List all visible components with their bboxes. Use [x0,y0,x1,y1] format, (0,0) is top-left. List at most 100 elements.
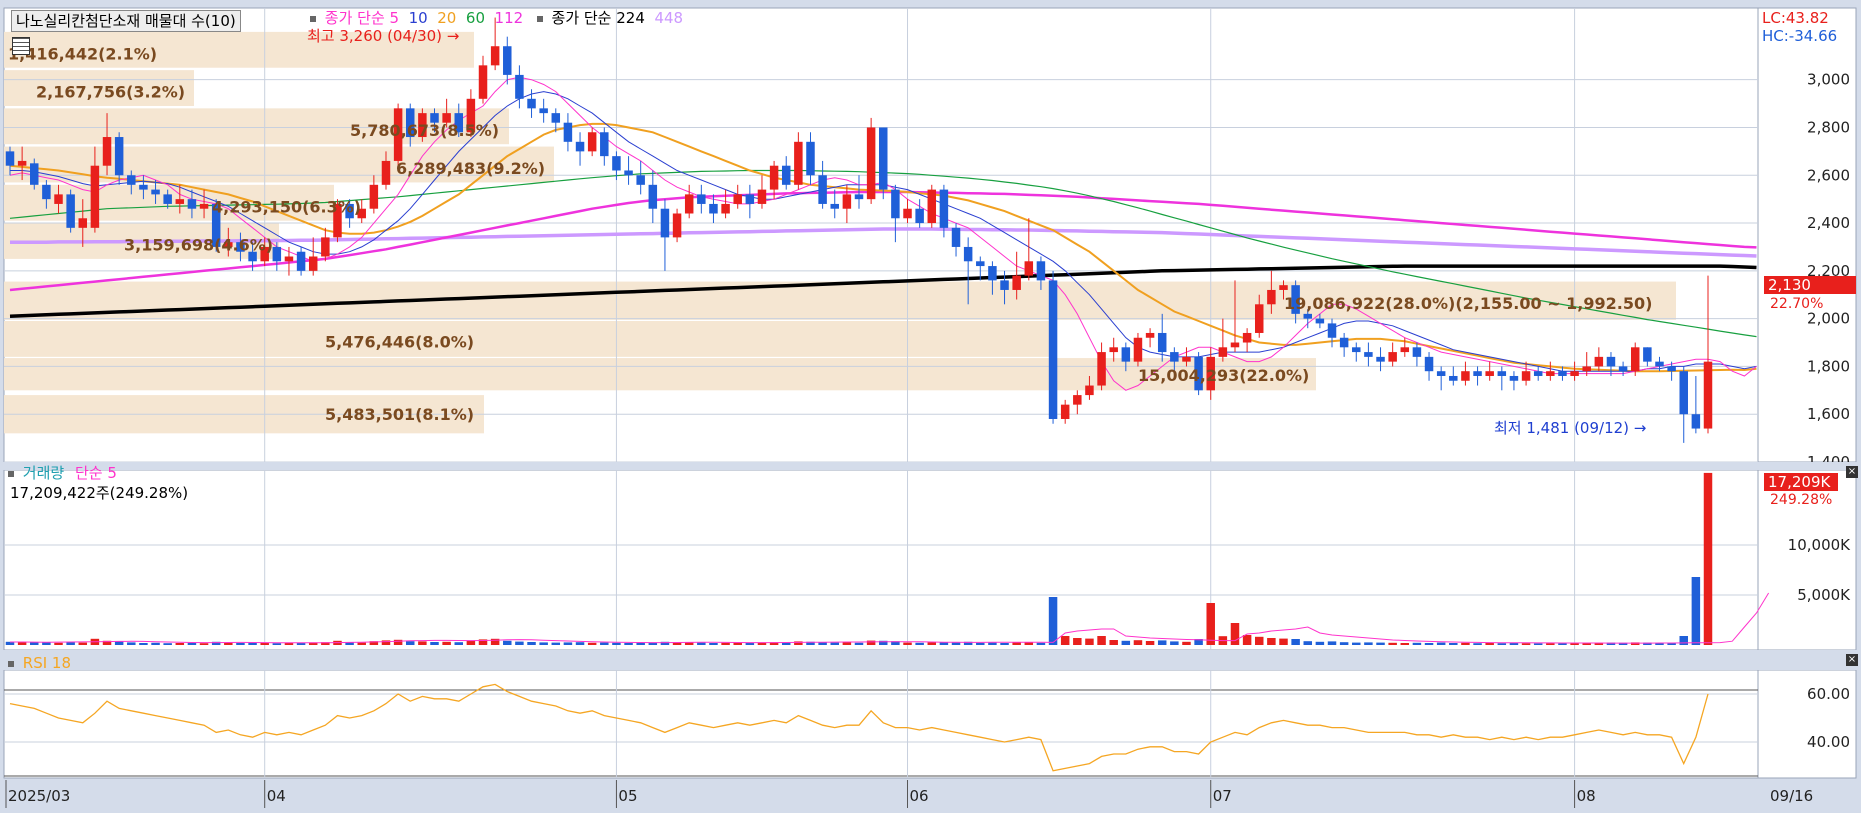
candle-body [1364,352,1373,357]
volume-bar [442,641,451,645]
volume-bar [1582,643,1591,645]
volume-bar [30,642,39,645]
volume-bar [903,642,912,645]
candle-body [1376,356,1385,362]
volume-bar [1364,642,1373,645]
candle-body [1533,371,1543,376]
ma-legend[interactable]: 종가 단순 5 10 20 60 112 종가 단순 224 448 [310,11,683,26]
chart-title-box[interactable]: 나노실리칸첨단소재 매물대 수(10) [11,10,241,32]
volume-bar [1073,638,1082,645]
price-tick-label: 2,200 [1807,262,1850,280]
candle-body [381,160,391,185]
candle-body [490,46,500,66]
volume-tick-label: 10,000K [1788,536,1851,554]
volume-bar [357,642,366,645]
volume-bar [939,642,949,645]
candle-body [369,184,379,209]
volume-bar [1097,636,1106,645]
grid-toggle-icon[interactable] [12,37,30,55]
volume-bar [1412,642,1422,645]
volume-bar [1376,642,1385,645]
candle-body [1133,337,1143,362]
candle-body [405,108,415,138]
volume-bar [515,641,524,645]
volume-bar [769,642,779,645]
high-label: 최고 3,260 (04/30) [307,27,443,45]
volume-bar [733,642,742,645]
volume-bar [308,642,318,645]
candle-body [587,132,597,152]
panel-separator [0,462,1861,470]
volume-bar [418,641,427,645]
volume-band-label: 1,416,442(2.1%) [8,44,157,63]
rsi-panel-header[interactable]: RSI 18 [8,656,71,671]
volume-bar [1691,577,1701,645]
candle-body [1230,342,1240,348]
volume-bar [1570,643,1579,645]
volume-bar [563,642,573,645]
current-price-tag: 2,130 [1764,276,1856,294]
candle-body [175,199,185,204]
volume-panel-bg-axis [1757,469,1857,651]
volume-bar [454,642,464,645]
volume-panel-header[interactable]: 거래량 단순 5 [8,466,117,481]
volume-bar [1327,641,1337,645]
volume-bar [988,642,997,645]
volume-close-icon[interactable]: × [1846,466,1858,478]
volume-bar [1339,642,1349,645]
volume-bar [321,642,330,645]
volume-bar [187,642,197,645]
volume-bar [17,642,27,645]
volume-bar [951,642,961,645]
candle-body [1303,313,1313,319]
volume-bar [503,640,512,645]
volume-bar [1388,642,1397,645]
candle-body [1291,285,1300,314]
rsi-close-icon[interactable]: × [1846,654,1858,666]
candle-body [1279,285,1288,290]
candle-body [527,98,536,109]
price-tick-label: 1,800 [1807,357,1850,375]
candle-body [1036,261,1046,281]
rsi-tick-label: 40.00 [1807,733,1850,751]
volume-bar [1085,638,1094,645]
price-tick-label: 3,000 [1807,71,1850,89]
volume-bar [1267,638,1276,645]
candle-body [296,251,306,271]
volume-ma5-line [10,592,1770,644]
date-tick-label: 06 [910,787,929,805]
candle-body [1194,356,1203,391]
candle-body [345,203,354,219]
candle-body [284,256,294,262]
candle-body [1339,337,1349,348]
candle-body [1582,366,1591,372]
volume-bar [866,640,876,645]
volume-bar [272,643,282,645]
volume-bar [794,641,803,645]
candle-body [139,184,148,190]
arrow-right-icon: → [446,27,460,45]
candle-body [90,165,100,228]
low-label: 최저 1,481 (09/12) [1494,419,1630,437]
ma-prefix2: 종가 단순 [551,9,612,27]
ma-5: 5 [389,9,400,27]
candle-body [927,189,937,224]
volume-bar [1424,643,1434,645]
ma-448: 448 [654,9,684,27]
candle-body [308,256,318,271]
volume-bar [430,642,439,645]
volume-bar [1679,636,1688,645]
candle-body [891,189,900,219]
volume-bar [648,642,658,645]
candle-body [1206,356,1215,391]
candle-body [563,122,573,142]
volume-bar [1170,641,1179,645]
candle-body [1315,318,1325,324]
candle-body [211,203,221,247]
volume-bar [1436,642,1446,645]
volume-bar [1024,642,1034,645]
volume-bar [248,642,257,645]
candle-body [757,189,767,204]
volume-bullet-icon [8,470,14,477]
